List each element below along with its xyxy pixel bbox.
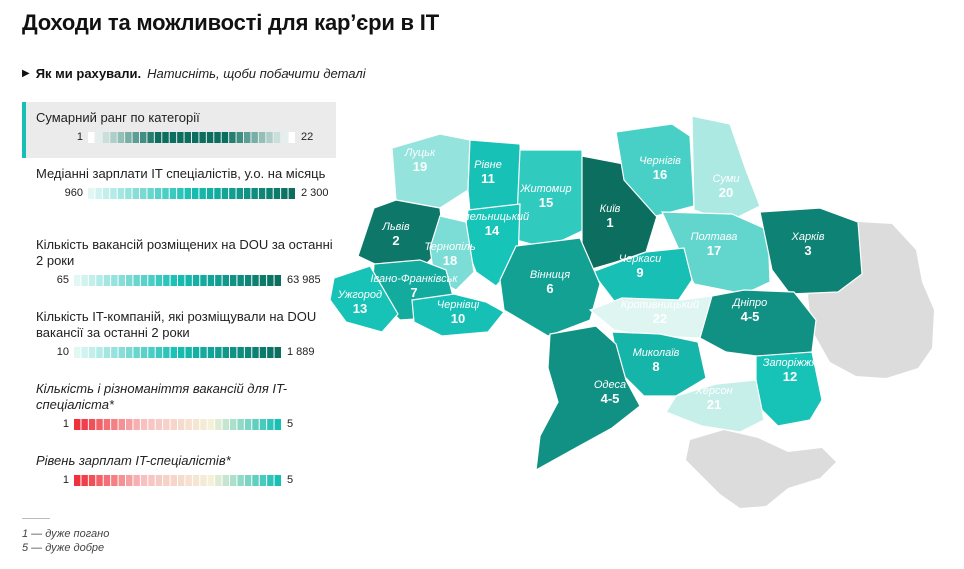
region-name-label: Суми (713, 173, 740, 185)
category-label: Рівень зарплат IT-спеціалістів* (36, 453, 231, 468)
region-rank-label: 2 (392, 233, 399, 248)
category-legend: Сумарний ранг по категорії 1 22 Медіанні… (22, 102, 336, 501)
region-zakarpattia[interactable] (330, 265, 399, 333)
region-rank-label: 17 (707, 243, 721, 258)
scale-min: 1 (62, 418, 69, 430)
region-volyn[interactable] (391, 133, 471, 209)
region-rank-label: 16 (653, 167, 667, 182)
region-odesa[interactable] (535, 325, 641, 472)
region-name-label: Херсон (694, 385, 732, 397)
scale-max: 5 (287, 474, 294, 486)
region-rank-label: 13 (353, 301, 367, 316)
region-rank-label: 15 (539, 195, 553, 210)
region-name-label: Харків (791, 231, 825, 243)
category-salary-level[interactable]: Рівень зарплат IT-спеціалістів* 1 5 (22, 445, 336, 501)
region-name-label: Одеса (594, 379, 626, 391)
category-label: Кількість і різноманіття вакансій для IT… (36, 381, 288, 412)
region-name-label: Черкаси (619, 253, 662, 265)
scale-max: 22 (301, 131, 314, 143)
scale-max: 2 300 (301, 187, 329, 199)
color-scale-bar (74, 418, 281, 430)
region-name-label: Вінниця (530, 269, 570, 281)
disclosure-triangle-icon: ▶ (22, 68, 30, 79)
category-label: Медіанні зарплати IT спеціалістів, у.о. … (36, 166, 326, 181)
page-title: Доходи та можливості для кар’єри в IT (22, 10, 439, 35)
region-rank-label: 12 (783, 369, 797, 384)
region-name-label: Миколаїв (633, 347, 680, 359)
region-name-label: Житомир (519, 183, 571, 195)
region-rank-label: 8 (652, 359, 659, 374)
category-total-rank[interactable]: Сумарний ранг по категорії 1 22 (22, 102, 336, 158)
region-rank-label: 10 (451, 311, 465, 326)
region-rank-label: 22 (653, 311, 667, 326)
scale-min: 1 (76, 131, 83, 143)
crimea (686, 430, 836, 508)
category-label: Сумарний ранг по категорії (36, 110, 200, 125)
scale-min: 10 (56, 346, 69, 358)
scale-min: 65 (56, 274, 69, 286)
region-vinnytsia[interactable] (499, 237, 601, 337)
region-rank-label: 9 (636, 265, 643, 280)
scale-max: 63 985 (287, 274, 321, 286)
methodology-toggle[interactable]: ▶ Як ми рахували. Натисніть, щоби побачи… (22, 66, 366, 81)
region-rank-label: 4-5 (741, 309, 760, 324)
region-rank-label: 14 (485, 223, 500, 238)
color-scale-bar (74, 274, 281, 286)
footnote-high: 5 — дуже добре (22, 542, 105, 554)
scale-max: 5 (287, 418, 294, 430)
footnote-divider (22, 518, 50, 519)
category-companies[interactable]: Кількість IT-компаній, які розміщували н… (22, 301, 336, 373)
region-rank-label: 1 (606, 215, 613, 230)
color-scale-bar (88, 187, 295, 199)
scale-max: 1 889 (287, 346, 315, 358)
scale-min: 1 (62, 474, 69, 486)
region-rank-label: 20 (719, 185, 733, 200)
region-name-label: Київ (600, 203, 621, 215)
region-rank-label: 3 (804, 243, 811, 258)
category-label: Кількість вакансій розміщених на DOU за … (36, 237, 333, 268)
region-name-label: Полтава (691, 231, 738, 243)
color-scale-bar (74, 346, 281, 358)
region-name-label: Кропивницький (621, 299, 699, 311)
region-sumy[interactable] (691, 115, 761, 223)
region-rank-label: 21 (707, 397, 721, 412)
region-rank-label: 6 (546, 281, 553, 296)
region-name-label: Івано-Франківськ (370, 273, 458, 285)
methodology-label: Як ми рахували. (35, 66, 142, 81)
region-name-label: Ужгород (337, 289, 382, 301)
color-scale-bar (88, 131, 295, 143)
region-rank-label: 4-5 (601, 391, 620, 406)
region-rivne[interactable] (467, 139, 523, 213)
methodology-hint: Натисніть, щоби побачити деталі (147, 66, 366, 81)
region-kherson[interactable] (665, 379, 765, 433)
color-scale-bar (74, 474, 281, 486)
region-name-label: Луцьк (404, 147, 436, 159)
category-vacancies[interactable]: Кількість вакансій розміщених на DOU за … (22, 229, 336, 301)
region-rank-label: 19 (413, 159, 427, 174)
category-median-salary[interactable]: Медіанні зарплати IT спеціалістів, у.о. … (22, 158, 336, 229)
footnote-low: 1 — дуже погано (22, 528, 110, 540)
region-chernivtsi[interactable] (411, 293, 505, 337)
region-name-label: Тернопіль (424, 241, 475, 253)
scale-min: 960 (64, 187, 83, 199)
region-name-label: Рівне (474, 159, 502, 171)
region-name-label: Чернівці (437, 299, 480, 311)
region-rank-label: 18 (443, 253, 457, 268)
region-name-label: Запоріжжя (763, 357, 818, 369)
region-name-label: Хмельницький (454, 211, 529, 223)
active-indicator (22, 102, 26, 158)
category-label: Кількість IT-компаній, які розміщували н… (36, 309, 317, 340)
region-rank-label: 11 (481, 171, 495, 186)
region-name-label: Дніпро (731, 297, 768, 309)
region-kharkiv[interactable] (759, 207, 863, 295)
region-rank-label: 7 (410, 285, 417, 300)
footnotes: 1 — дуже погано 5 — дуже добре (22, 518, 109, 555)
region-name-label: Чернігів (639, 155, 681, 167)
category-vacancy-diversity[interactable]: Кількість і різноманіття вакансій для IT… (22, 373, 336, 445)
region-name-label: Львів (381, 221, 410, 233)
